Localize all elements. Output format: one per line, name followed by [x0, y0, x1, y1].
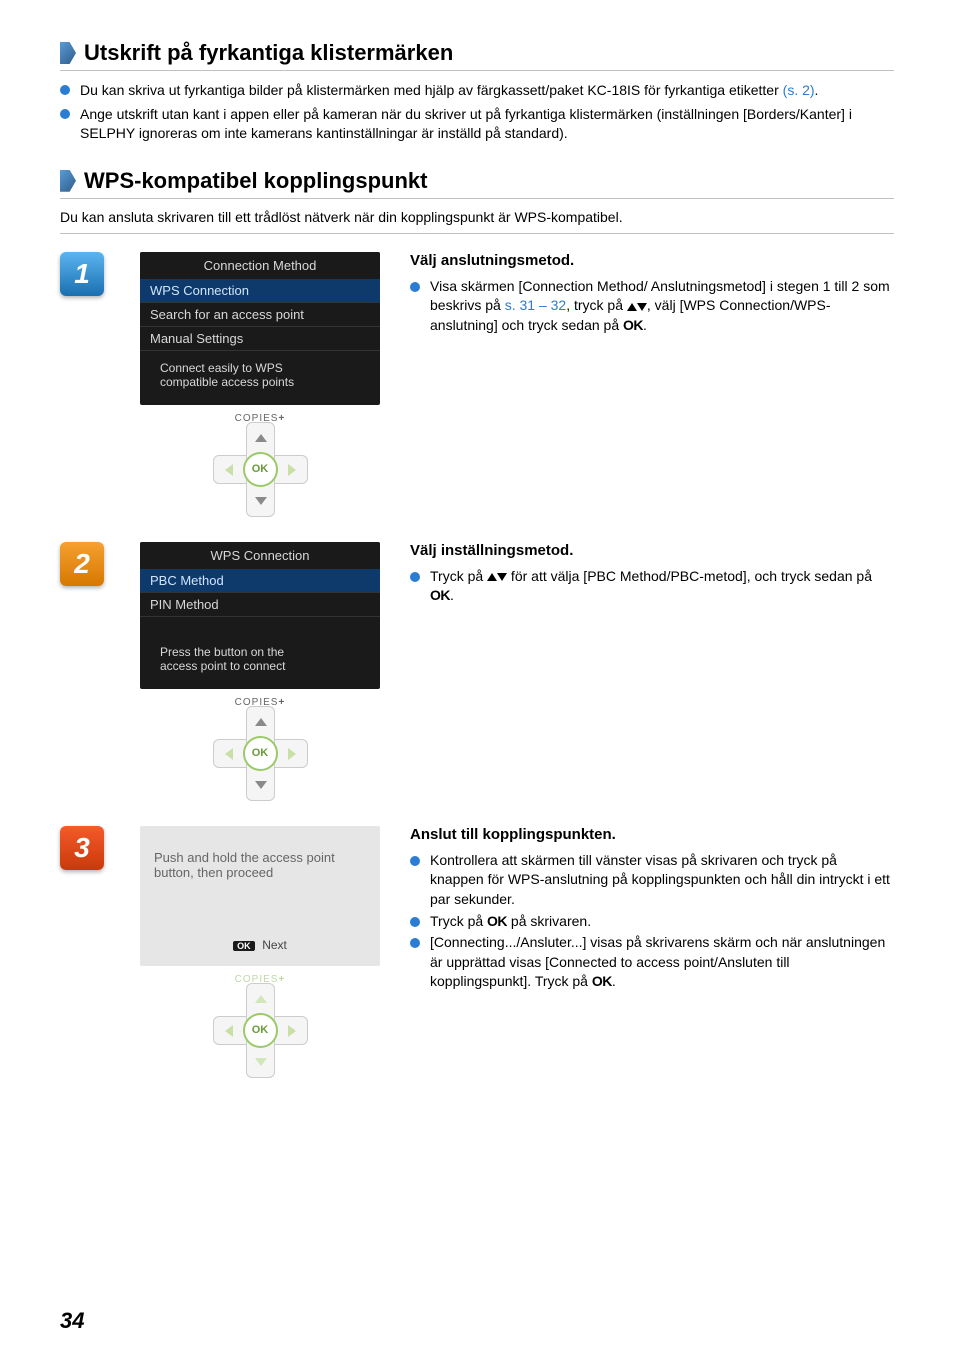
text: access point to connect	[160, 659, 360, 673]
step-2: 2 WPS Connection PBC Method PIN Method P…	[60, 542, 894, 806]
page-ref-link[interactable]: (s. 2)	[783, 82, 815, 98]
bullet-icon	[410, 938, 420, 948]
section1-title: Utskrift på fyrkantiga klistermärken	[84, 40, 453, 66]
dpad-illustration: COPIES+ OK	[140, 974, 380, 1083]
bullet-icon	[410, 856, 420, 866]
dpad-illustration: COPIES+ OK	[140, 697, 380, 806]
text: Connect easily to WPS	[160, 361, 360, 375]
screen-option: PIN Method	[140, 593, 380, 617]
screen-footer: OK Next	[154, 933, 366, 956]
step2-screen-col: WPS Connection PBC Method PIN Method Pre…	[140, 542, 380, 806]
instruction-text: Tryck på OK på skrivaren.	[430, 912, 591, 932]
printer-screen: Connection Method WPS Connection Search …	[140, 252, 380, 405]
chevron-icon	[60, 42, 76, 64]
step3-screen-col: Push and hold the access point button, t…	[140, 826, 380, 1083]
bullet-icon	[410, 917, 420, 927]
instruction-text: Kontrollera att skärmen till vänster vis…	[430, 851, 894, 910]
text: compatible access points	[160, 375, 360, 389]
screen-title: Connection Method	[140, 252, 380, 279]
section1-bullets: Du kan skriva ut fyrkantiga bilder på kl…	[60, 81, 894, 144]
instruction-text: [Connecting.../Ansluter...] visas på skr…	[430, 933, 894, 992]
down-arrow-icon	[497, 573, 507, 581]
instruction-text: Visa skärmen [Connection Method/ Anslutn…	[430, 277, 894, 336]
page-ref-link[interactable]: s. 31 – 32	[505, 297, 567, 313]
section2-header: WPS-kompatibel kopplingspunkt	[60, 168, 894, 199]
step3-text: Anslut till kopplingspunkten. Kontroller…	[410, 826, 894, 994]
bullet-icon	[410, 572, 420, 582]
ok-button-icon: OK	[243, 452, 278, 487]
step-heading: Välj anslutningsmetod.	[410, 252, 894, 269]
list-item: [Connecting.../Ansluter...] visas på skr…	[410, 933, 894, 992]
screen-hint: Connect easily to WPS compatible access …	[140, 351, 380, 405]
bullet-text: Du kan skriva ut fyrkantiga bilder på kl…	[80, 81, 818, 101]
ok-pill: OK	[233, 941, 255, 951]
text: .	[815, 82, 819, 98]
section2-intro: Du kan ansluta skrivaren till ett trådlö…	[60, 209, 894, 234]
step-number-badge: 3	[60, 826, 104, 870]
step-3: 3 Push and hold the access point button,…	[60, 826, 894, 1083]
page-number: 34	[60, 1308, 84, 1334]
bullet-icon	[60, 109, 70, 119]
step-1: 1 Connection Method WPS Connection Searc…	[60, 252, 894, 522]
screen-option-selected: PBC Method	[140, 569, 380, 593]
screen-option: Manual Settings	[140, 327, 380, 351]
screen-message: Push and hold the access point button, t…	[154, 850, 366, 880]
next-label: Next	[262, 938, 287, 952]
step1-screen-col: Connection Method WPS Connection Search …	[140, 252, 380, 522]
list-item: Visa skärmen [Connection Method/ Anslutn…	[410, 277, 894, 336]
instruction-text: Tryck på för att välja [PBC Method/PBC-m…	[430, 567, 894, 606]
down-arrow-icon	[637, 303, 647, 311]
list-item: Kontrollera att skärmen till vänster vis…	[410, 851, 894, 910]
screen-title: WPS Connection	[140, 542, 380, 569]
dpad-icon: OK	[213, 983, 308, 1078]
ok-button-icon: OK	[243, 1013, 278, 1048]
ok-glyph: OK	[592, 973, 612, 989]
ok-glyph: OK	[623, 317, 643, 333]
screen-hint: Press the button on the access point to …	[140, 635, 380, 689]
ok-glyph: OK	[487, 913, 507, 929]
step-number-badge: 2	[60, 542, 104, 586]
list-item: Du kan skriva ut fyrkantiga bilder på kl…	[60, 81, 894, 101]
bullet-icon	[60, 85, 70, 95]
bullet-text: Ange utskrift utan kant i appen eller på…	[80, 105, 894, 144]
list-item: Tryck på för att välja [PBC Method/PBC-m…	[410, 567, 894, 606]
printer-screen: WPS Connection PBC Method PIN Method Pre…	[140, 542, 380, 689]
screen-option: Search for an access point	[140, 303, 380, 327]
step-heading: Anslut till kopplingspunkten.	[410, 826, 894, 843]
dpad-illustration: COPIES+ OK	[140, 413, 380, 522]
section2-title: WPS-kompatibel kopplingspunkt	[84, 168, 427, 194]
step1-text: Välj anslutningsmetod. Visa skärmen [Con…	[410, 252, 894, 338]
section1-header: Utskrift på fyrkantiga klistermärken	[60, 40, 894, 71]
text: Press the button on the	[160, 645, 360, 659]
ok-button-icon: OK	[243, 736, 278, 771]
up-arrow-icon	[627, 303, 637, 311]
ok-glyph: OK	[430, 587, 450, 603]
dpad-icon: OK	[213, 706, 308, 801]
dpad-icon: OK	[213, 422, 308, 517]
list-item: Ange utskrift utan kant i appen eller på…	[60, 105, 894, 144]
step-heading: Välj inställningsmetod.	[410, 542, 894, 559]
step2-text: Välj inställningsmetod. Tryck på för att…	[410, 542, 894, 608]
chevron-icon	[60, 170, 76, 192]
text: Du kan skriva ut fyrkantiga bilder på kl…	[80, 82, 783, 98]
list-item: Tryck på OK på skrivaren.	[410, 912, 894, 932]
screen-option-selected: WPS Connection	[140, 279, 380, 303]
printer-screen-light: Push and hold the access point button, t…	[140, 826, 380, 966]
bullet-icon	[410, 282, 420, 292]
step-number-badge: 1	[60, 252, 104, 296]
up-arrow-icon	[487, 573, 497, 581]
